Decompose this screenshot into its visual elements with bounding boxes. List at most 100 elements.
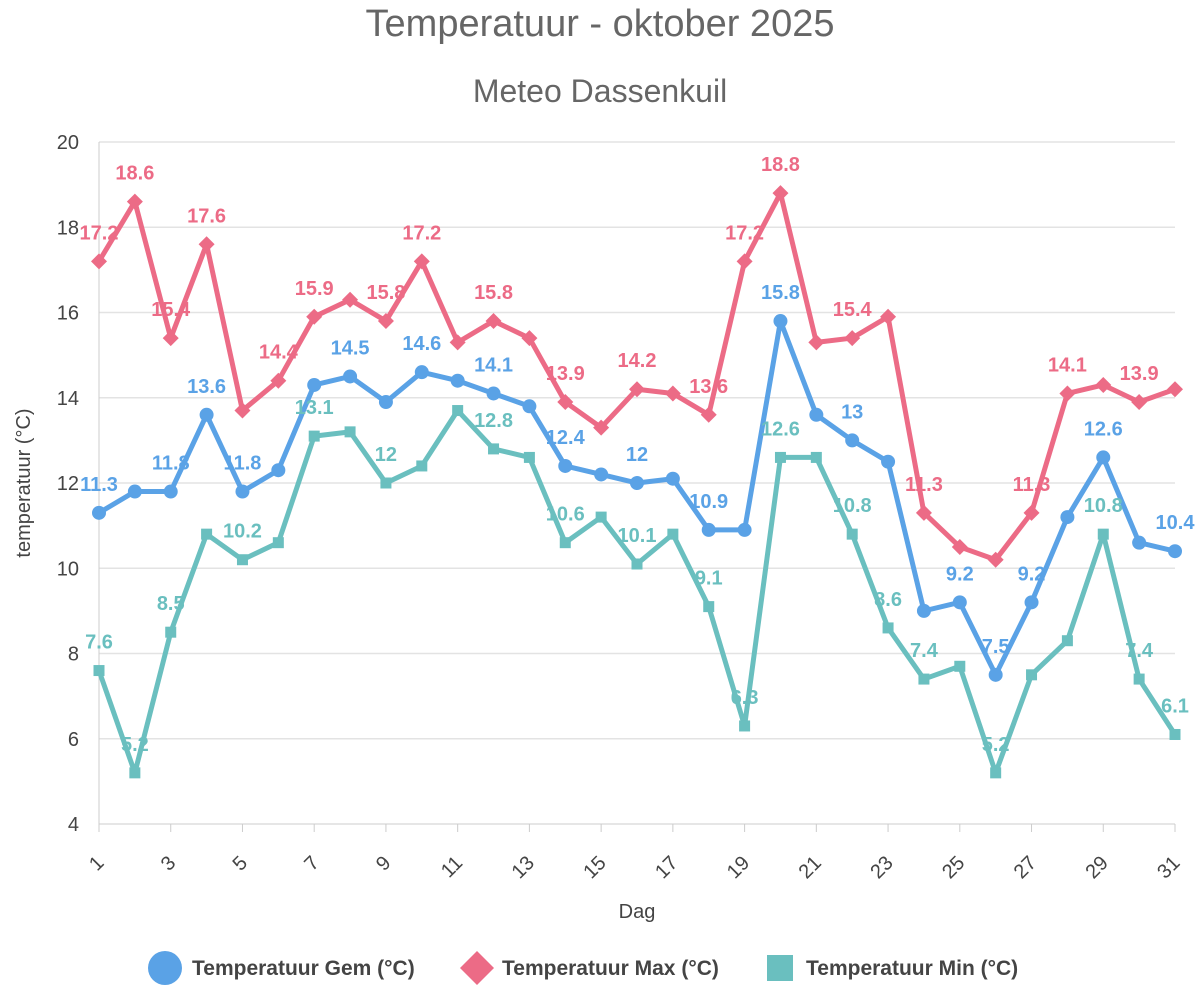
- data-point[interactable]: [416, 460, 428, 472]
- data-point[interactable]: [1095, 376, 1112, 393]
- data-point[interactable]: [882, 622, 894, 634]
- data-point[interactable]: [809, 407, 824, 422]
- data-point[interactable]: [1132, 535, 1147, 550]
- data-point[interactable]: [1168, 544, 1182, 559]
- data-point[interactable]: [918, 673, 930, 685]
- data-point[interactable]: [162, 330, 179, 347]
- data-point[interactable]: [377, 313, 394, 330]
- data-point[interactable]: [703, 601, 715, 613]
- data-point[interactable]: [449, 334, 466, 351]
- data-label: 14.5: [331, 337, 370, 359]
- data-point[interactable]: [452, 405, 464, 417]
- data-point[interactable]: [700, 406, 717, 423]
- data-point[interactable]: [488, 443, 500, 455]
- data-point[interactable]: [880, 308, 897, 325]
- data-point[interactable]: [523, 451, 535, 463]
- data-point[interactable]: [1060, 510, 1075, 525]
- data-point[interactable]: [987, 551, 1004, 568]
- data-point[interactable]: [272, 537, 284, 549]
- data-point[interactable]: [307, 377, 322, 392]
- data-point[interactable]: [522, 399, 537, 414]
- data-point[interactable]: [844, 330, 861, 347]
- data-labels: 11.3 11.8 13.6 11.8 14.5 14.6 14.1 12.4 12 10.9 15…: [80, 154, 1196, 756]
- data-point[interactable]: [485, 313, 502, 330]
- data-point[interactable]: [593, 419, 610, 436]
- data-point[interactable]: [486, 386, 501, 401]
- series-diamond: [91, 185, 1183, 568]
- data-point[interactable]: [736, 253, 753, 270]
- data-point[interactable]: [1167, 381, 1183, 398]
- data-point[interactable]: [737, 522, 752, 537]
- data-point[interactable]: [916, 603, 931, 618]
- data-point[interactable]: [846, 528, 858, 540]
- data-point[interactable]: [413, 253, 430, 270]
- data-point[interactable]: [93, 665, 105, 677]
- data-point[interactable]: [1061, 635, 1073, 647]
- data-point[interactable]: [235, 484, 250, 499]
- data-point[interactable]: [198, 236, 215, 253]
- data-point[interactable]: [1059, 385, 1076, 402]
- data-point[interactable]: [988, 667, 1003, 682]
- data-point[interactable]: [1131, 394, 1148, 411]
- data-point[interactable]: [342, 291, 359, 308]
- data-point[interactable]: [450, 373, 465, 388]
- data-point[interactable]: [630, 476, 644, 490]
- data-point[interactable]: [557, 394, 574, 411]
- data-point[interactable]: [306, 308, 323, 325]
- data-point[interactable]: [1097, 528, 1109, 540]
- data-point[interactable]: [199, 407, 214, 422]
- data-point[interactable]: [1023, 504, 1040, 521]
- data-point[interactable]: [1026, 669, 1038, 681]
- data-point[interactable]: [163, 484, 178, 499]
- data-point[interactable]: [558, 458, 573, 473]
- data-point[interactable]: [808, 334, 825, 351]
- data-point[interactable]: [595, 511, 607, 523]
- data-point[interactable]: [129, 767, 141, 779]
- data-point[interactable]: [739, 720, 751, 732]
- data-point[interactable]: [665, 471, 680, 486]
- data-point[interactable]: [990, 767, 1002, 779]
- data-point[interactable]: [881, 454, 896, 469]
- data-point[interactable]: [773, 314, 788, 329]
- data-point[interactable]: [380, 477, 392, 489]
- data-point[interactable]: [378, 395, 393, 410]
- data-point[interactable]: [952, 595, 967, 610]
- data-point[interactable]: [127, 484, 142, 499]
- data-point[interactable]: [629, 381, 645, 398]
- data-point[interactable]: [343, 369, 358, 384]
- data-point[interactable]: [92, 505, 106, 520]
- data-point[interactable]: [845, 433, 860, 448]
- data-point[interactable]: [664, 385, 681, 402]
- legend-item-gem[interactable]: Temperatuur Gem (°C): [148, 951, 415, 985]
- data-point[interactable]: [91, 253, 107, 270]
- data-point[interactable]: [1169, 728, 1181, 740]
- data-point[interactable]: [701, 522, 716, 537]
- data-point[interactable]: [236, 554, 248, 566]
- data-point[interactable]: [344, 426, 356, 438]
- legend-item-max[interactable]: Temperatuur Max (°C): [460, 951, 719, 985]
- x-tick-label: 3: [157, 852, 180, 875]
- data-point[interactable]: [201, 528, 213, 540]
- data-point[interactable]: [271, 463, 286, 478]
- data-point[interactable]: [1133, 673, 1145, 685]
- data-point[interactable]: [559, 537, 571, 549]
- data-point[interactable]: [165, 626, 177, 638]
- data-point[interactable]: [126, 193, 143, 210]
- data-point[interactable]: [772, 185, 789, 202]
- data-point[interactable]: [1096, 450, 1111, 465]
- data-point[interactable]: [308, 430, 320, 442]
- data-point[interactable]: [667, 528, 679, 540]
- legend-item-min[interactable]: Temperatuur Min (°C): [767, 955, 1018, 981]
- data-point[interactable]: [774, 451, 786, 463]
- data-point[interactable]: [631, 558, 643, 570]
- data-point[interactable]: [951, 538, 968, 555]
- data-point[interactable]: [521, 330, 538, 347]
- data-point[interactable]: [414, 365, 429, 380]
- data-point[interactable]: [234, 402, 251, 419]
- data-point[interactable]: [810, 451, 822, 463]
- data-point[interactable]: [594, 467, 609, 482]
- data-point[interactable]: [1024, 595, 1039, 610]
- data-point[interactable]: [270, 372, 287, 389]
- data-point[interactable]: [954, 660, 966, 672]
- data-point[interactable]: [915, 504, 932, 521]
